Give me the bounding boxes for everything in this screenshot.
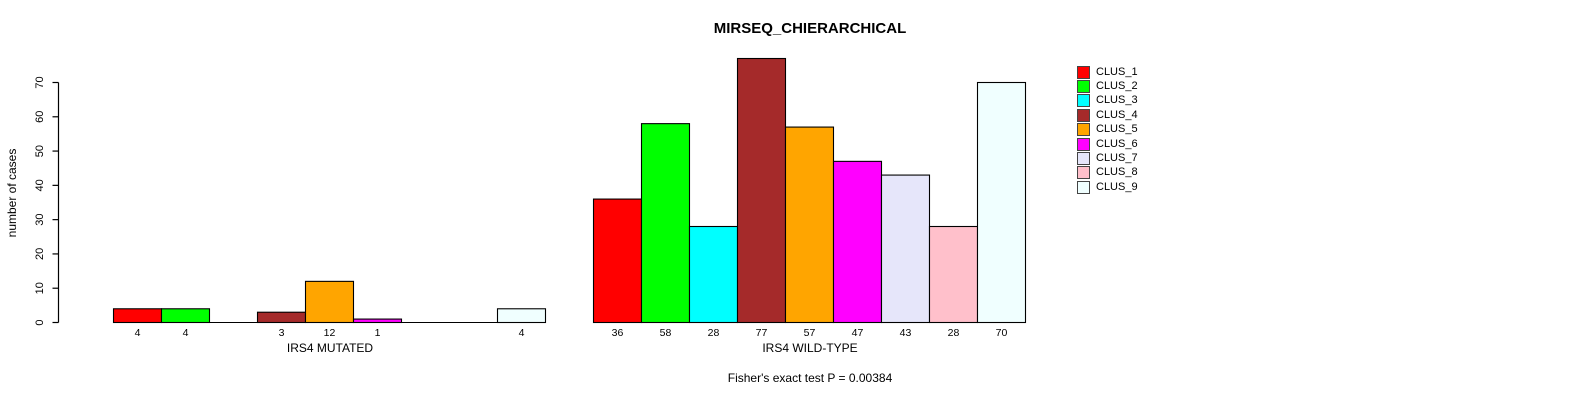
legend-label: CLUS_8 — [1096, 166, 1138, 179]
bar-CLUS_9 — [496, 308, 547, 324]
bar-CLUS_7 — [880, 174, 931, 324]
legend-item: CLUS_5 — [1077, 123, 1138, 137]
bar-value-label: 28 — [948, 327, 960, 339]
bar-value-label: 57 — [804, 327, 816, 339]
legend-label: CLUS_5 — [1096, 123, 1138, 136]
legend-swatch-icon — [1077, 94, 1090, 108]
chart-title: MIRSEQ_CHIERARCHICAL — [713, 20, 907, 37]
bar-value-label: 1 — [375, 327, 381, 339]
legend-label: CLUS_2 — [1096, 80, 1138, 93]
bar-value-label: 4 — [135, 327, 141, 339]
bar-CLUS_4 — [736, 57, 787, 324]
bar-CLUS_4 — [256, 311, 307, 324]
legend-item: CLUS_4 — [1077, 108, 1138, 122]
bar-CLUS_2 — [160, 308, 211, 324]
bar-value-label: 3 — [279, 327, 285, 339]
bar-value-label: 58 — [660, 327, 672, 339]
legend-swatch-icon — [1077, 65, 1090, 79]
bar-value-label: 43 — [900, 327, 912, 339]
y-tick-label: 0 — [34, 319, 46, 325]
y-tick-label: 10 — [34, 282, 46, 294]
bar-CLUS_1 — [112, 308, 163, 324]
bar-value-label: 77 — [756, 327, 768, 339]
legend-item: CLUS_8 — [1077, 166, 1138, 180]
bar-value-label: 47 — [852, 327, 864, 339]
bar-CLUS_3 — [688, 225, 739, 324]
legend-item: CLUS_7 — [1077, 151, 1138, 166]
bar-CLUS_6 — [352, 318, 403, 324]
y-tick-label: 30 — [34, 214, 46, 226]
legend-swatch-icon — [1077, 152, 1090, 166]
y-tick-label: 70 — [34, 76, 46, 88]
legend-label: CLUS_4 — [1096, 108, 1138, 121]
legend-swatch-icon — [1077, 137, 1090, 151]
y-tick-label: 40 — [34, 179, 46, 191]
legend-label: CLUS_1 — [1096, 65, 1138, 78]
legend-item: CLUS_2 — [1077, 79, 1138, 94]
legend-swatch-icon — [1077, 123, 1090, 137]
legend-swatch-icon — [1077, 166, 1090, 180]
bar-CLUS_5 — [304, 280, 355, 324]
bar-value-label: 70 — [996, 327, 1008, 339]
group-label-irs4-mutated: IRS4 MUTATED — [286, 341, 374, 355]
legend-label: CLUS_7 — [1096, 152, 1138, 165]
bar-value-label: 12 — [324, 327, 336, 339]
legend-swatch-icon — [1077, 180, 1090, 194]
fisher-test-note: Fisher's exact test P = 0.00384 — [727, 371, 893, 385]
legend-label: CLUS_6 — [1096, 137, 1138, 150]
bar-value-label: 36 — [612, 327, 624, 339]
bar-value-label: 4 — [519, 327, 525, 339]
bar-value-label: 4 — [183, 327, 189, 339]
legend-label: CLUS_3 — [1096, 94, 1138, 107]
bar-value-label: 28 — [708, 327, 720, 339]
legend-label: CLUS_9 — [1096, 180, 1138, 193]
legend-swatch-icon — [1077, 108, 1090, 122]
bar-CLUS_9 — [976, 81, 1027, 324]
bar-CLUS_6 — [832, 160, 883, 324]
y-tick-label: 50 — [34, 145, 46, 157]
y-tick-label: 60 — [34, 111, 46, 123]
legend-item: CLUS_6 — [1077, 137, 1138, 151]
bar-CLUS_5 — [784, 126, 835, 324]
y-tick-label: 20 — [34, 248, 46, 260]
legend: CLUS_1 CLUS_2 CLUS_3 CLUS_4 CLUS_5 CLUS_6 CLUS… — [1077, 65, 1138, 195]
group-label-irs4-wild-type: IRS4 WILD-TYPE — [762, 341, 858, 355]
legend-item: CLUS_1 — [1077, 65, 1138, 79]
bar-CLUS_2 — [640, 123, 691, 324]
legend-item: CLUS_9 — [1077, 180, 1138, 194]
bar-CLUS_8 — [928, 225, 979, 324]
legend-item: CLUS_3 — [1077, 94, 1138, 108]
bar-CLUS_1 — [592, 198, 643, 324]
legend-swatch-icon — [1077, 80, 1090, 94]
